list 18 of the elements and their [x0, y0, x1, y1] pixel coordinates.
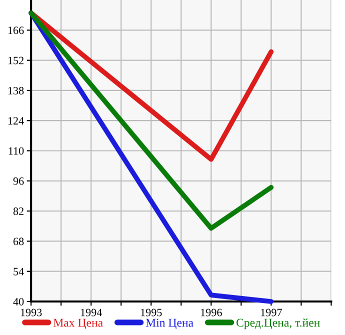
legend-label: Сред.Цена, т.йен: [236, 318, 320, 330]
y-tick-label: 110: [8, 147, 24, 155]
legend-label: Min Цена: [146, 318, 194, 330]
y-tick-label: 138: [8, 86, 24, 94]
legend-label: Max Цена: [54, 318, 103, 330]
x-tick-label: 1995: [140, 308, 162, 316]
y-tick-label: 82: [13, 208, 24, 216]
x-tick-label: 1993: [20, 308, 42, 316]
y-tick-label: 96: [13, 177, 24, 185]
y-tick-label: 124: [8, 117, 24, 124]
y-tick-label: 68: [13, 238, 24, 246]
y-tick-label: 40: [13, 298, 24, 306]
y-tick-label: 152: [8, 56, 24, 64]
x-tick-label: 1997: [261, 308, 282, 316]
y-tick-label: 166: [8, 26, 24, 34]
x-tick-label: 1996: [201, 308, 222, 316]
x-tick-label: 1994: [80, 308, 102, 316]
y-tick-label: 54: [14, 268, 24, 276]
